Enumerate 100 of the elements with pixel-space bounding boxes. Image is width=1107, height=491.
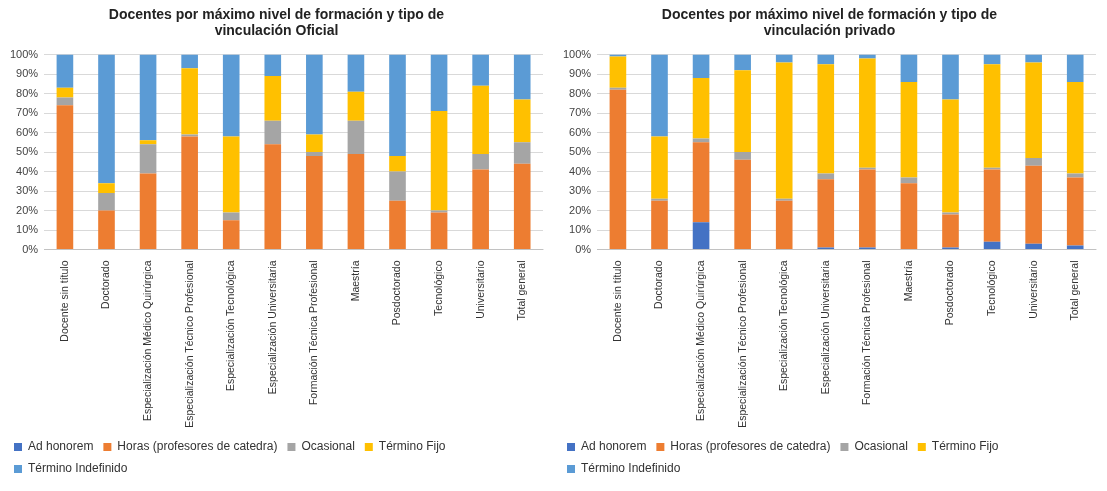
bar — [347, 120, 365, 154]
bar — [389, 171, 406, 201]
y-tick-label: 100% — [9, 47, 39, 60]
legend-label: Término Fijo — [931, 439, 999, 454]
y-tick-label: 10% — [569, 223, 592, 236]
bar — [651, 136, 668, 199]
legend-label: Horas (profesores de catedra) — [670, 439, 831, 454]
bar — [942, 99, 959, 213]
x-tick-label: Total general — [1068, 260, 1081, 321]
legend-label: Ad honorem — [581, 439, 647, 454]
bar — [734, 159, 751, 249]
x-tick-label: Maestría — [348, 260, 361, 302]
chart-title: Docentes por máximo nivel de formación y tipo de vinculación Oficial — [107, 6, 446, 40]
bar — [859, 58, 876, 168]
x-tick-label: Especialización Tecnológica — [224, 260, 237, 392]
x-tick-label: Posdoctorado — [943, 260, 956, 326]
bar — [181, 54, 198, 69]
bar — [181, 136, 198, 249]
bar — [692, 54, 710, 78]
bar — [775, 200, 793, 249]
legend-label: Ad honorem — [28, 439, 94, 454]
bar — [900, 177, 918, 184]
bar — [98, 183, 115, 193]
bar — [1025, 243, 1042, 249]
y-tick-label: 50% — [16, 145, 39, 158]
bar — [692, 138, 710, 143]
bar — [306, 134, 323, 153]
bar — [472, 54, 489, 86]
bar — [430, 212, 448, 249]
y-tick-label: 30% — [16, 184, 39, 197]
bar — [692, 77, 710, 139]
bar — [430, 54, 448, 112]
bar — [139, 173, 157, 249]
y-tick-label: 10% — [16, 223, 39, 236]
bar — [817, 173, 835, 180]
bar — [817, 179, 835, 248]
bar — [306, 54, 323, 135]
y-tick-label: 70% — [16, 106, 39, 119]
bar — [1025, 62, 1042, 158]
legend-label: Término Indefinido — [28, 461, 128, 476]
x-tick-label: Total general — [515, 260, 528, 321]
legend-label: Ocasional — [301, 439, 355, 454]
y-tick-label: 20% — [569, 203, 592, 216]
bar — [692, 142, 710, 223]
bar — [734, 54, 751, 71]
bar — [817, 54, 835, 65]
y-tick-label: 40% — [569, 164, 592, 177]
y-tick-label: 30% — [569, 184, 592, 197]
bar — [942, 54, 959, 100]
bar — [472, 169, 489, 249]
bar — [609, 89, 627, 249]
x-tick-label: Especialización Universitaria — [818, 260, 831, 395]
bar — [264, 76, 282, 121]
bar — [983, 64, 1001, 168]
y-tick-label: 40% — [16, 164, 39, 177]
bar — [900, 183, 918, 249]
bar — [942, 214, 959, 248]
x-tick-label: Universitario — [473, 260, 486, 319]
bar — [347, 91, 365, 121]
y-tick-label: 60% — [569, 125, 592, 138]
bar — [1066, 173, 1084, 178]
bar — [139, 140, 157, 145]
x-tick-label: Especialización Tecnológica — [777, 260, 790, 392]
x-tick-label: Formación Técnica Profesional — [307, 260, 320, 406]
bar — [222, 136, 240, 213]
bar — [1066, 177, 1084, 246]
bar — [181, 68, 198, 135]
legend-label: Término Fijo — [378, 439, 446, 454]
bar — [651, 54, 668, 137]
x-tick-label: Maestría — [901, 260, 914, 302]
y-tick-label: 90% — [569, 67, 592, 80]
bar — [98, 54, 115, 184]
bar — [389, 54, 406, 156]
bar — [389, 155, 406, 172]
y-tick-label: 0% — [22, 242, 39, 255]
x-tick-label: Doctorado — [99, 260, 112, 309]
x-tick-label: Tecnológico — [984, 260, 997, 316]
y-tick-label: 100% — [562, 47, 592, 60]
bar — [347, 154, 365, 249]
bar — [472, 85, 489, 154]
bar — [513, 142, 531, 164]
bar — [513, 163, 531, 249]
y-tick-label: 20% — [16, 203, 39, 216]
bar — [264, 120, 282, 145]
bar — [222, 54, 240, 137]
bar — [983, 241, 1001, 249]
bar — [817, 64, 835, 174]
bar — [651, 200, 668, 249]
bar — [692, 222, 710, 249]
x-tick-label: Docente sin título — [57, 260, 70, 342]
x-tick-label: Especialización Técnico Profesional — [182, 260, 195, 428]
bar — [430, 111, 448, 211]
bar — [306, 152, 323, 156]
bar — [98, 192, 115, 211]
bar — [609, 56, 627, 88]
bar — [775, 54, 793, 63]
legend-label: Horas (profesores de catedra) — [117, 439, 278, 454]
bar — [1025, 157, 1042, 166]
bar — [775, 62, 793, 199]
y-tick-label: 60% — [16, 125, 39, 138]
